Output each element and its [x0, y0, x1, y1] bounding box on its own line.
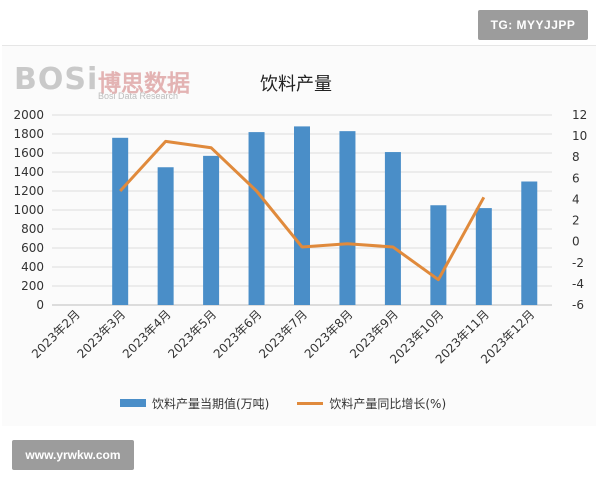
x-tick-label: 2023年8月: [302, 307, 356, 361]
y-left-tick-label: 800: [21, 222, 44, 236]
y-right-tick-label: -6: [572, 298, 584, 312]
x-tick-label: 2023年5月: [165, 307, 219, 361]
bar: [112, 137, 129, 305]
y-right-tick-label: 6: [572, 171, 580, 185]
legend-bar-label: 饮料产量当期值(万吨): [152, 396, 270, 411]
bar: [521, 181, 538, 305]
y-right-tick-label: 8: [572, 150, 580, 164]
y-right-tick-label: -2: [572, 256, 584, 270]
y-right-tick-label: -4: [572, 277, 584, 291]
logo-en-name: Bosi Data Research: [98, 91, 179, 101]
y-left-tick-label: 1000: [13, 203, 44, 217]
chart-title: 饮料产量: [260, 74, 332, 95]
y-right-tick-label: 12: [572, 108, 587, 122]
logo-cn-name: 博思数据: [98, 71, 190, 97]
bar: [203, 155, 220, 305]
y-right-tick-label: 2: [572, 214, 580, 228]
legend-bar-swatch: [120, 399, 146, 407]
legend-item-line: 饮料产量同比增长(%): [297, 395, 446, 412]
y-left-tick-label: 600: [21, 241, 44, 255]
tg-watermark-badge: TG: MYYJJPP: [478, 10, 588, 40]
x-tick-label: 2023年6月: [211, 307, 265, 361]
bar: [430, 205, 447, 305]
legend-line-label: 饮料产量同比增长(%): [329, 396, 447, 411]
bosi-logo: BOSi 博思数据 Bosi Data Research: [14, 62, 204, 102]
bar: [475, 208, 492, 305]
y-left-tick-label: 2000: [13, 108, 44, 122]
bar: [248, 132, 265, 305]
logo-brand: BOSi: [14, 62, 99, 97]
x-tick-label: 2023年7月: [256, 307, 310, 361]
bar: [384, 152, 401, 305]
y-right-tick-label: 4: [572, 192, 580, 206]
y-right-tick-label: 0: [572, 235, 580, 249]
y-left-tick-label: 1400: [13, 165, 44, 179]
x-tick-label: 2023年3月: [74, 307, 128, 361]
legend-item-bar: 饮料产量当期值(万吨): [120, 395, 269, 412]
y-left-tick-label: 0: [36, 298, 44, 312]
y-left-tick-label: 1200: [13, 184, 44, 198]
y-left-tick-label: 400: [21, 260, 44, 274]
y-left-tick-label: 1800: [13, 127, 44, 141]
bar: [339, 131, 356, 305]
bar: [294, 126, 310, 306]
y-left-tick-label: 200: [21, 279, 44, 293]
site-watermark-badge: www.yrwkw.com: [12, 440, 134, 470]
growth-line: [119, 139, 486, 282]
bar: [157, 167, 174, 305]
y-left-tick-label: 1600: [13, 146, 44, 160]
x-tick-label: 2023年2月: [29, 307, 83, 361]
x-tick-label: 2023年4月: [120, 307, 174, 361]
chart-legend: 饮料产量当期值(万吨) 饮料产量同比增长(%): [120, 393, 474, 413]
legend-line-swatch: [297, 401, 324, 405]
y-right-tick-label: 10: [572, 129, 587, 143]
